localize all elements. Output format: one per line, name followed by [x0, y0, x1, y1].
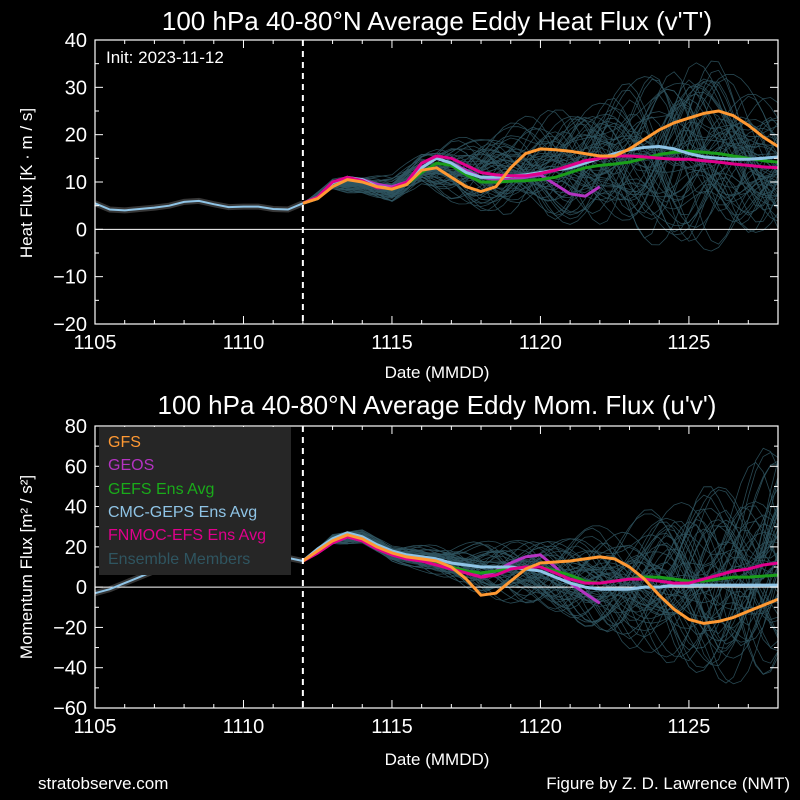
ensemble-member-line: [302, 83, 778, 204]
ensemble-member-line: [302, 521, 778, 610]
ensemble-member-line: [302, 501, 778, 613]
ensemble-member-line: [302, 82, 778, 204]
legend-members: Ensemble Members: [108, 551, 250, 568]
ensemble-member-line: [302, 488, 778, 596]
y-tick-label: −20: [53, 314, 87, 336]
x-tick-label: 1110: [223, 716, 265, 738]
x-tick-label: 1125: [667, 332, 710, 354]
x-tick-label: 1115: [371, 716, 413, 738]
legend-gefs: GEFS Ens Avg: [108, 481, 214, 498]
ensemble-member-line: [302, 79, 778, 204]
ensemble-member-line: [302, 502, 778, 615]
momentum-flux-ylabel: Momentum Flux [m² / s²]: [17, 475, 36, 659]
ensemble-member-line: [302, 73, 778, 204]
x-tick-label: 1125: [667, 716, 710, 738]
series-line-gfs: [302, 109, 778, 205]
momentum-flux-plot-area: −60 −40 −20 0 20 40 60 80 1105 1110 1115 1120 1125: [53, 416, 779, 738]
heat-flux-panel: 100 hPa 40-80°N Average Eddy Heat Flux (…: [17, 6, 779, 382]
x-tick-label: 1115: [371, 332, 413, 354]
legend-gfs: GFS: [108, 434, 141, 451]
y-tick-label: −10: [53, 267, 87, 289]
ensemble-member-line: [302, 509, 778, 604]
ensemble-member-line: [302, 62, 778, 204]
ensemble-member-line: [302, 460, 778, 645]
ensemble-member-line: [302, 537, 778, 675]
momentum-flux-xlabel: Date (MMDD): [385, 750, 490, 769]
y-tick-label: −20: [53, 617, 87, 639]
ensemble-member-line: [302, 114, 778, 242]
ensemble-member-line: [302, 507, 778, 684]
footer-credit: Figure by Z. D. Lawrence (NMT): [546, 774, 790, 793]
legend-box: [99, 427, 291, 575]
legend-fnmoc: FNMOC-EFS Ens Avg: [108, 527, 266, 544]
legend-cmc: CMC-GEPS Ens Avg: [108, 504, 257, 521]
heat-flux-title: 100 hPa 40-80°N Average Eddy Heat Flux (…: [162, 6, 712, 36]
x-tick-label: 1120: [519, 716, 562, 738]
y-tick-label: 60: [65, 456, 87, 478]
footer-source: stratobserve.com: [38, 774, 168, 793]
heat-flux-xlabel: Date (MMDD): [385, 363, 490, 382]
ensemble-member-line: [302, 99, 778, 204]
legend-geos: GEOS: [108, 457, 154, 474]
series-line-gfs: [302, 533, 778, 625]
heat-flux-plot-area: −20 −10 0 10 20 30 40 1105 1110 1115 1120 1125: [53, 30, 779, 354]
ensemble-member-line: [302, 534, 778, 673]
x-tick-label: 1120: [519, 332, 562, 354]
momentum-flux-title: 100 hPa 40-80°N Average Eddy Mom. Flux (…: [158, 390, 717, 420]
ensemble-member-line: [302, 74, 778, 207]
series-line-cmc: [301, 531, 778, 591]
y-tick-label: 80: [65, 416, 87, 438]
observed-line: [94, 199, 304, 212]
heat-flux-ylabel: Heat Flux [K · m / s]: [17, 108, 36, 258]
series-group: [301, 531, 778, 625]
y-tick-label: 10: [65, 172, 87, 194]
legend: GFS GEOS GEFS Ens Avg CMC-GEPS Ens Avg F…: [99, 427, 291, 575]
y-tick-label: −60: [53, 698, 87, 720]
y-tick-label: 0: [76, 577, 87, 599]
y-tick-label: 40: [65, 497, 87, 519]
x-tick-label: 1110: [223, 332, 265, 354]
y-tick-label: 20: [65, 537, 87, 559]
momentum-flux-panel: 100 hPa 40-80°N Average Eddy Mom. Flux (…: [17, 390, 779, 769]
y-tick-label: 20: [65, 125, 87, 147]
series-group: [302, 109, 778, 205]
y-tick-label: 40: [65, 30, 87, 52]
ensemble-member-line: [302, 147, 778, 252]
x-tick-label: 1105: [73, 716, 116, 738]
ensemble-member-line: [302, 136, 778, 242]
y-tick-label: 0: [76, 219, 87, 241]
y-tick-label: 30: [65, 77, 87, 99]
init-label: Init: 2023-11-12: [106, 48, 224, 67]
y-tick-label: −40: [53, 658, 87, 680]
x-tick-label: 1105: [73, 332, 116, 354]
series-line-fnmoc: [302, 535, 778, 585]
